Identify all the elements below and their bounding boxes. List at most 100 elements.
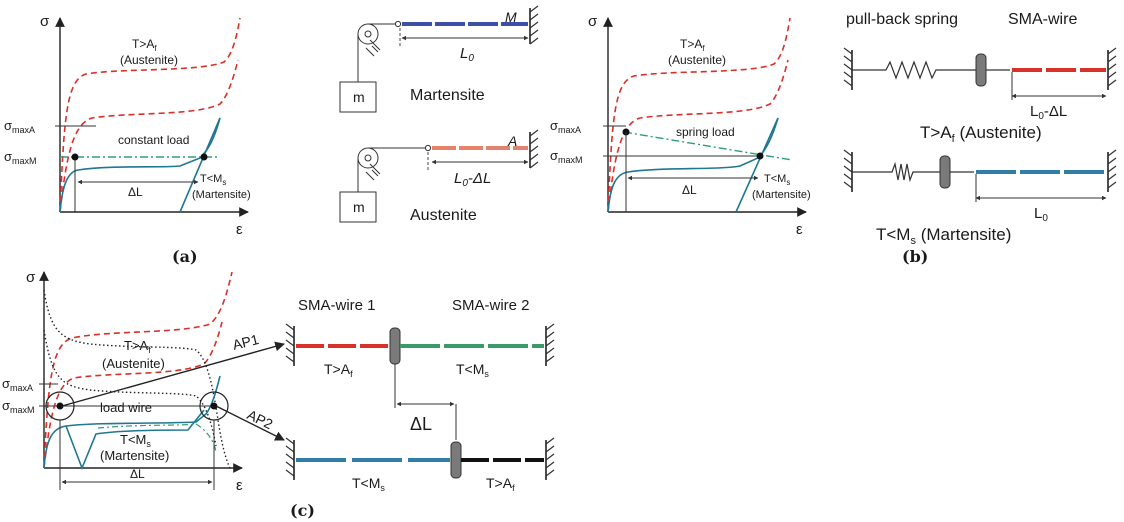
pulley-support-bottom [365,163,381,181]
martensite-temp-label: T<Ms [764,173,790,187]
unload-line [179,117,221,213]
ap1-label: AP1 [231,331,261,353]
panel-c-label: (c) [290,501,315,520]
point-martensite [756,152,764,160]
mass-top-label: m [353,89,365,105]
wall-left-bottom-hatch [843,149,853,189]
bottom-state-label: T<Ms (Martensite) [876,225,1011,247]
wall-left-top-hatch [285,323,295,363]
length-bottom-label: L0 [1034,205,1048,224]
martensite-label: (Martensite) [100,448,169,463]
wall-bottom-hatch [529,129,539,169]
wall-right-bottom-hatch [545,437,555,477]
load-wire-label: load wire [100,400,152,415]
wall-left-bottom-hatch [285,437,295,477]
sigma-maxm-label: σmaxM [4,149,37,166]
wall-right-top-hatch [1107,47,1117,87]
bottom-left-state: T<Ms [352,475,385,493]
martensite-curve [59,117,221,213]
austenite-temp-label: T>Af [124,338,151,355]
austenite-label: (Austenite) [102,356,165,371]
pulley-top [357,23,379,45]
delta-label: ΔL [130,467,145,481]
joint-bottom [424,144,432,152]
austenite-upper-curve [43,271,233,469]
spring-top [852,60,976,80]
slider-bottom [939,155,951,189]
martensite-dashdot [97,423,217,453]
length-l0-top: L0 [460,45,474,64]
mass-bottom [339,191,377,223]
austenite-temp-label: T>Af [680,37,705,53]
pulley-support-top [365,39,381,57]
wall-right-top-hatch [545,323,555,363]
mass-top [339,81,377,113]
length-l0-dl-bottom: L0-ΔL [454,170,491,189]
top-state-label: T>Af (Austenite) [920,123,1042,145]
slider-bottom [450,441,462,479]
panel-b-label: (b) [902,247,928,266]
wire-a-label: A [507,133,517,149]
unload-line [735,117,779,213]
austenite-temp-label: T>Af [132,37,157,53]
y-axis-label: σ [26,269,36,286]
x-axis-label: ε [236,221,243,238]
austenite-lower-curve [43,321,223,469]
joint-top [394,20,402,28]
spring-load-line [623,131,793,161]
wall-top-hatch [529,5,539,45]
point-ap1 [56,402,64,410]
spring-title: pull-back spring [846,11,958,28]
panel-a-label: (a) [172,247,198,266]
point-austenite [71,153,79,161]
x-axis-label: ε [236,477,243,494]
delta-label: ΔL [410,414,432,434]
ap2-arrow [215,405,285,441]
spring-bottom [852,161,940,183]
pulley-bottom [357,147,379,169]
x-axis-label: ε [796,221,803,238]
y-axis-label: σ [588,13,598,30]
wire2-title: SMA-wire 2 [452,297,530,314]
sigma-maxm-label: σmaxM [550,148,583,165]
martensite-temp-label: T<Ms [120,432,151,449]
panel-b-plot: σ ε σmaxA σmaxM T>Af (Austenite) spring … [550,13,811,238]
delta-label: ΔL [682,183,697,197]
length-top-label: L0-ΔL [1030,103,1067,122]
y-axis-label: σ [40,13,50,30]
austenite-lower-curve [59,59,239,213]
austenite-upper-curve [59,17,241,213]
martensite-curve [43,375,221,469]
martensite-curve [607,117,779,213]
sigma-maxm-label: σmaxM [2,398,35,415]
martensite-label: (Martensite) [192,189,251,201]
panel-c-antagonistic-diagram: SMA-wire 1 SMA-wire 2 T>Af T<Ms ΔL [285,297,555,493]
martensite-loop [65,409,205,471]
state-austenite-label: Austenite [410,207,477,224]
point-ap2 [210,402,218,410]
martensite-temp-label: T<Ms [200,173,226,187]
delta-label: ΔL [128,185,143,199]
austenite-label: (Austenite) [668,53,726,67]
slider-top [975,53,987,87]
sigma-maxa-label: σmaxA [550,118,581,135]
wall-right-bottom-hatch [1107,149,1117,189]
pulley-axle-bottom [364,154,372,162]
mass-bottom-label: m [353,199,365,215]
panel-a-plot: σ ε σmaxA σmaxM T>Af (Austenite) constan… [4,13,251,238]
slider-top [389,327,401,365]
austenite-label: (Austenite) [120,53,178,67]
wire-title: SMA-wire [1008,11,1077,28]
sigma-maxa-label: σmaxA [2,376,33,393]
martensite-label: (Martensite) [752,189,811,201]
point-martensite [200,153,208,161]
state-martensite-label: Martensite [410,87,485,104]
top-right-state: T<Ms [456,361,489,379]
panel-b-spring-diagram: pull-back spring SMA-wire L0-ΔL T>Af (Au… [843,11,1117,247]
constant-load-label: constant load [118,133,189,147]
pulley-axle-top [364,30,372,38]
austenite-upper-curve [607,17,791,213]
top-left-state: T>Af [324,361,353,379]
panel-c-plot: σ ε AP1 AP2 σmaxA σmaxM T>Af (Austenite)… [2,269,285,494]
